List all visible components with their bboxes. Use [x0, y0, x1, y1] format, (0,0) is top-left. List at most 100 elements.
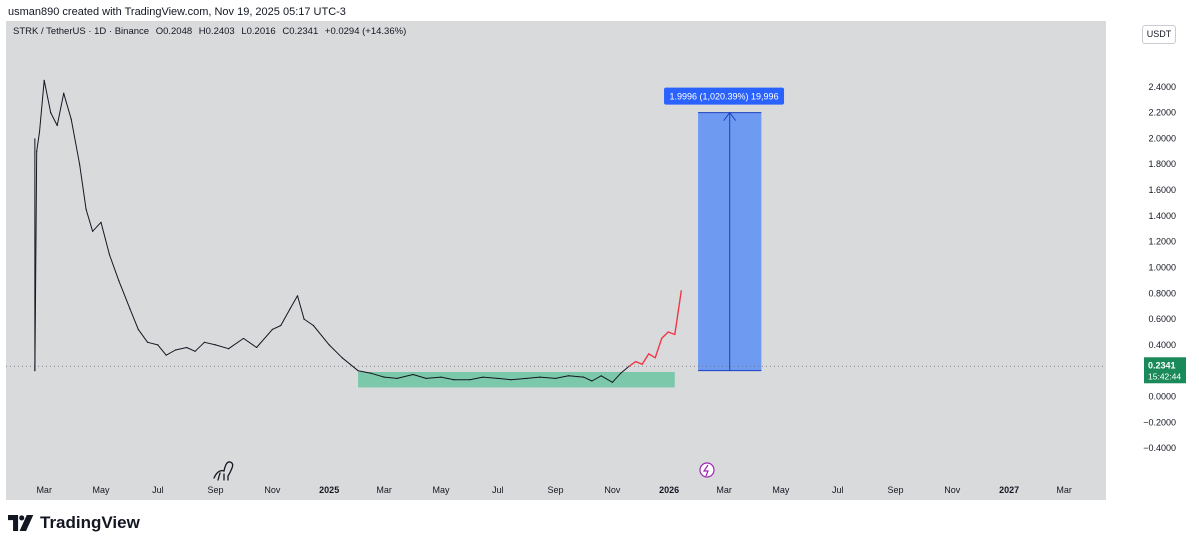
price-change: +0.0294 (+14.36%) [324, 26, 407, 37]
y-tick-label: −0.2000 [1143, 417, 1176, 427]
x-tick-label: Mar [36, 485, 52, 495]
last-price-badge [1144, 357, 1186, 384]
y-tick-label: 1.0000 [1148, 262, 1176, 272]
target-label-box [664, 87, 785, 105]
series-point [661, 337, 663, 340]
series-point [482, 376, 484, 378]
y-tick-label: 0.8000 [1148, 288, 1176, 298]
event-flag-icon [699, 462, 715, 478]
y-tick-label: 1.4000 [1148, 211, 1176, 221]
x-tick-label: Nov [604, 485, 621, 495]
series-point [469, 379, 471, 381]
y-tick-label: 0.0000 [1148, 391, 1176, 401]
series-point [203, 341, 205, 343]
x-tick-label: Mar [376, 485, 392, 495]
x-tick-label: May [772, 485, 790, 495]
series-point [370, 372, 372, 374]
last-price-label: 0.2341 [1148, 360, 1176, 370]
series-point [242, 337, 245, 340]
series-point [567, 375, 570, 377]
ohlc-high: H0.2403 [198, 26, 235, 37]
price-chart[interactable]: 2.4000 2.2000 2.0000 1.8000 1.6000 1.4000 1.20… [6, 21, 1188, 500]
series-point [620, 372, 622, 374]
lightning-icon [702, 464, 709, 477]
series-point [582, 376, 585, 378]
x-tick-label: Mar [1056, 485, 1072, 495]
y-tick-label: 0.4000 [1148, 340, 1176, 350]
series-point [157, 344, 159, 346]
series-point [70, 118, 72, 120]
series-point [271, 328, 273, 330]
series-point [174, 349, 177, 351]
series-point [280, 324, 282, 327]
series-point [648, 353, 650, 355]
series-point [497, 377, 499, 380]
y-tick-label: 1.6000 [1148, 185, 1176, 195]
series-point [554, 377, 557, 380]
y-tick-label: 1.2000 [1148, 237, 1176, 247]
plot-background [6, 21, 1188, 500]
series-point [396, 377, 398, 380]
series-point [38, 131, 41, 133]
x-tick-label: Jul [492, 485, 504, 495]
series-point [92, 230, 94, 232]
series-point [611, 381, 613, 383]
x-tick-label: Mar [716, 485, 732, 495]
brand-footer[interactable]: TradingView [8, 510, 140, 536]
chart-frame[interactable]: 2.4000 2.2000 2.0000 1.8000 1.6000 1.4000 1.20… [6, 21, 1188, 500]
series-point [312, 324, 314, 327]
target-label-text: 1.9996 (1,020.39%) 19,996 [669, 92, 778, 102]
series-point [34, 370, 36, 372]
series-point [186, 346, 188, 349]
series-point [412, 373, 414, 376]
series-point [600, 375, 602, 377]
symbol-name: STRK / TetherUS · 1D · Binance [13, 26, 150, 37]
series-point [36, 150, 38, 152]
ohlc-open: O0.2048 [155, 26, 193, 37]
series-point [289, 308, 291, 310]
series-point [357, 370, 359, 372]
x-tick-label: May [432, 485, 450, 495]
series-point [296, 295, 299, 297]
series-point [165, 354, 167, 356]
series-point [674, 333, 676, 336]
currency-selector[interactable]: USDT [1142, 25, 1176, 44]
series-point [635, 361, 637, 363]
countdown-label: 15:42:44 [1148, 371, 1181, 381]
y-tick-label: 2.4000 [1148, 82, 1176, 92]
price-scale-background [1106, 21, 1188, 500]
series-point [591, 380, 593, 382]
series-point [303, 318, 305, 320]
x-tick-label: Sep [208, 485, 224, 495]
series-point [50, 112, 52, 114]
series-point [383, 376, 385, 378]
symbol-legend: STRK / TetherUS · 1D · Binance O0.2048 H… [13, 26, 406, 37]
series-point [255, 346, 258, 349]
x-tick-label: 2026 [659, 485, 679, 495]
chart-attribution: usman890 created with TradingView.com, N… [8, 6, 346, 18]
x-tick-label: 2025 [319, 485, 339, 495]
y-tick-label: −0.4000 [1143, 443, 1176, 453]
series-point [146, 341, 149, 343]
series-point [108, 253, 110, 256]
y-tick-label: 2.2000 [1148, 108, 1176, 118]
series-point [667, 331, 669, 333]
series-point [100, 221, 102, 223]
series-point [654, 357, 656, 359]
series-point [453, 379, 455, 381]
x-tick-label: Nov [264, 485, 281, 495]
y-tick-label: 2.0000 [1148, 133, 1176, 143]
series-point [328, 344, 330, 346]
series-point [539, 376, 541, 378]
series-point [641, 363, 643, 365]
series-point [214, 344, 217, 346]
series-point [43, 79, 45, 81]
ohlc-close: C0.2341 [282, 26, 319, 37]
x-tick-label: Jul [832, 485, 844, 495]
series-point [63, 92, 65, 94]
series-point [129, 308, 131, 310]
series-point [85, 208, 87, 210]
series-point [510, 379, 512, 381]
series-point [228, 348, 230, 350]
y-tick-label: 0.6000 [1148, 314, 1176, 324]
